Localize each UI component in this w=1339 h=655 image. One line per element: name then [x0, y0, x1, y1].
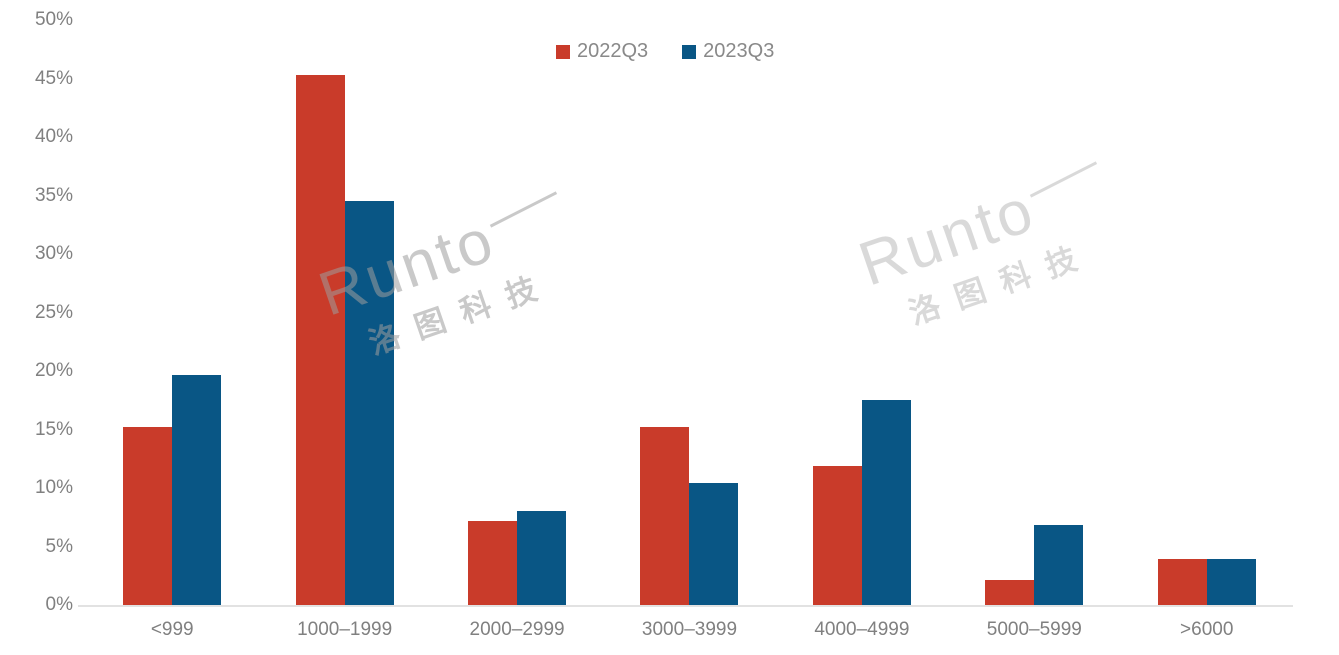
bar-2022q3-category-2	[295, 75, 345, 605]
bar-2023q3-category-6	[1034, 525, 1084, 605]
legend: 2022Q3 2023Q3	[556, 40, 774, 63]
x-axis-line	[78, 605, 1293, 607]
legend-label-2022q3: 2022Q3	[577, 40, 649, 62]
bar-2022q3-category-7	[1157, 559, 1207, 605]
y-tick-label: 45%	[34, 67, 73, 89]
y-tick-label: 5%	[45, 535, 73, 557]
y-tick-label: 30%	[34, 243, 73, 264]
x-tick-label: 4000–4999	[814, 619, 910, 640]
bar-group	[948, 525, 1120, 605]
bar-group	[258, 75, 430, 605]
legend-label-2023q3: 2023Q3	[703, 40, 775, 62]
y-tick-label: 20%	[34, 360, 73, 381]
x-tick-label: >6000	[1180, 619, 1234, 640]
legend-swatch-2022q3	[556, 44, 570, 59]
x-tick-label: <999	[150, 619, 194, 640]
bar-2022q3-category-4	[640, 427, 690, 605]
plot-area	[86, 20, 1293, 605]
legend-swatch-2023q3	[682, 44, 697, 59]
bar-2023q3-category-5	[861, 400, 911, 605]
bar-2022q3-category-3	[468, 521, 518, 605]
bar-group	[1121, 559, 1293, 605]
x-tick-label: 1000–1999	[297, 619, 393, 640]
legend-item-2023q3: 2023Q3	[682, 40, 774, 63]
x-tick-label: 5000–5999	[986, 619, 1082, 640]
bar-2023q3-category-3	[517, 511, 567, 605]
bar-2022q3-category-6	[985, 580, 1035, 605]
y-tick-label: 35%	[34, 184, 73, 206]
bar-2022q3-category-5	[812, 466, 862, 605]
bar-group	[431, 511, 603, 605]
bar-group	[86, 375, 258, 605]
bar-2022q3-category-1	[123, 427, 173, 605]
y-tick-label: 10%	[34, 477, 73, 498]
y-tick-label: 25%	[34, 301, 73, 323]
bar-2023q3-category-4	[689, 483, 739, 605]
bar-group	[603, 427, 775, 605]
y-tick-label: 40%	[34, 126, 73, 147]
y-tick-label: 0%	[45, 594, 73, 615]
bar-2023q3-category-1	[172, 375, 222, 605]
y-tick-label: 15%	[34, 418, 73, 440]
x-axis-labels: <999 1000–1999 2000–2999 3000–3999 4000–4999…	[86, 619, 1293, 641]
legend-item-2022q3: 2022Q3	[556, 40, 648, 63]
bar-2023q3-category-2	[344, 201, 394, 605]
y-tick-label: 50%	[34, 9, 73, 30]
bar-2023q3-category-7	[1206, 559, 1256, 605]
x-tick-label: 3000–3999	[641, 619, 738, 640]
y-axis-labels: 0% 5% 10% 15% 20% 25% 30% 35% 40% 45% 50%	[0, 0, 75, 655]
bar-group	[776, 400, 948, 605]
x-tick-label: 2000–2999	[469, 619, 565, 640]
